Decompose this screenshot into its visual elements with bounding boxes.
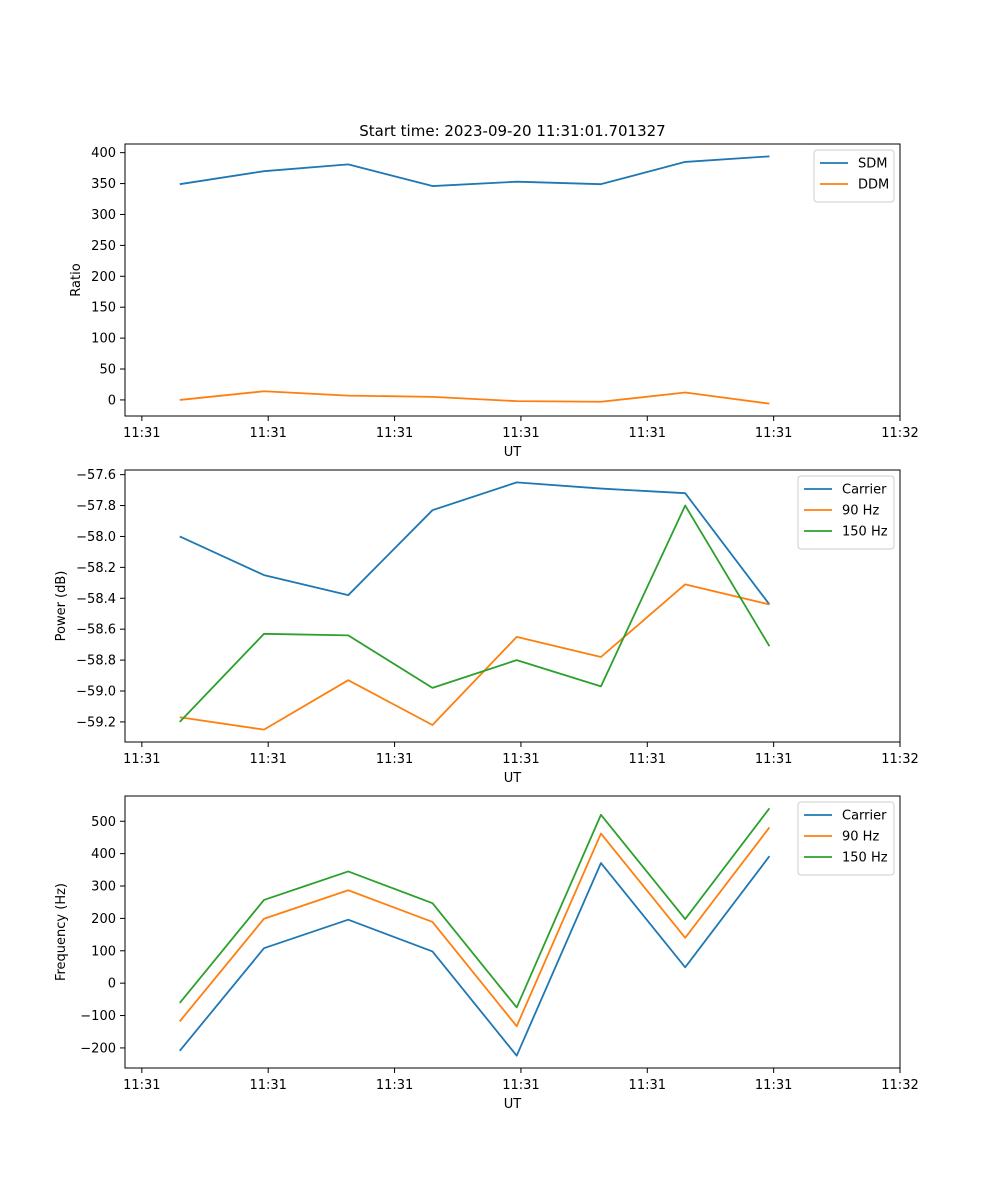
ratio-y-tick-label: 400 — [91, 146, 116, 161]
frequency-x-tick-label: 11:31 — [502, 1078, 539, 1093]
power-legend: Carrier 90 Hz 150 Hz — [797, 475, 895, 550]
ratio-x-tick-label: 11:31 — [502, 426, 539, 441]
power-series-carrier — [179, 481, 771, 605]
frequency-x-tick-label: 11:32 — [881, 1078, 918, 1093]
frequency-x-tick-label: 11:31 — [755, 1078, 792, 1093]
power-y-tick-label: −58.2 — [76, 561, 116, 576]
frequency-x-tick-label: 11:31 — [629, 1078, 666, 1093]
power-axes-frame — [124, 469, 901, 743]
power-x-tick-label: 11:31 — [123, 752, 160, 767]
power-series-150-hz — [179, 504, 771, 723]
ratio-y-tick-label: 350 — [91, 177, 116, 192]
frequency-x-tick-label: 11:31 — [249, 1078, 286, 1093]
ratio-legend-label-ddm: DDM — [858, 178, 889, 193]
frequency-series-150-hz — [179, 807, 771, 1009]
frequency-legend-label-150-hz: 150 Hz — [842, 851, 888, 866]
frequency-y-tick-label: 300 — [91, 880, 116, 895]
frequency-y-tick-label: 400 — [91, 847, 116, 862]
ratio-x-axis-label: UT — [504, 445, 522, 460]
ratio-x-tick-label: 11:31 — [376, 426, 413, 441]
frequency-series-90-hz — [179, 826, 771, 1028]
power-x-tick-label: 11:31 — [755, 752, 792, 767]
power-series-90-hz — [179, 583, 770, 731]
frequency-y-tick-label: 100 — [91, 944, 116, 959]
frequency-y-axis-label: Frequency (Hz) — [54, 883, 69, 981]
frequency-x-tick-label: 11:31 — [376, 1078, 413, 1093]
power-x-tick-label: 11:31 — [249, 752, 286, 767]
frequency-y-tick-label: −200 — [80, 1041, 116, 1056]
frequency-legend-label-carrier: Carrier — [842, 809, 887, 824]
frequency-legend-label-90-hz: 90 Hz — [842, 830, 879, 845]
frequency-axes-frame — [124, 795, 901, 1069]
power-y-tick-label: −57.8 — [76, 499, 116, 514]
frequency-legend: Carrier 90 Hz 150 Hz — [797, 801, 895, 876]
power-legend-label-150-hz: 150 Hz — [842, 525, 888, 540]
ratio-legend-label-sdm: SDM — [858, 157, 887, 172]
frequency-plot: 11:31 11:31 11:31 11:31 11:31 11:31 11:32 −200 −… — [54, 795, 919, 1112]
power-y-axis-label: Power (dB) — [54, 571, 69, 642]
power-y-tick-label: −58.4 — [76, 592, 116, 607]
ratio-axes-frame — [124, 143, 901, 417]
ratio-x-tick-label: 11:31 — [123, 426, 160, 441]
power-x-tick-label: 11:31 — [376, 752, 413, 767]
power-y-tick-label: −58.8 — [76, 654, 116, 669]
power-x-tick-label: 11:31 — [502, 752, 539, 767]
figure-title: Start time: 2023-09-20 11:31:01.701327 — [359, 122, 665, 140]
ratio-y-axis-label: Ratio — [69, 263, 84, 296]
power-legend-label-carrier: Carrier — [842, 483, 887, 498]
ratio-y-tick-label: 250 — [91, 239, 116, 254]
power-y-tick-label: −59.0 — [76, 685, 116, 700]
ratio-y-tick-label: 0 — [108, 393, 116, 408]
ratio-y-tick-label: 50 — [99, 363, 116, 378]
power-plot: 11:31 11:31 11:31 11:31 11:31 11:31 11:32 −59.2… — [54, 468, 919, 786]
ratio-x-tick-label: 11:32 — [881, 426, 918, 441]
frequency-y-tick-label: 0 — [108, 977, 116, 992]
power-x-tick-label: 11:32 — [881, 752, 918, 767]
ratio-y-tick-label: 150 — [91, 301, 116, 316]
power-x-tick-label: 11:31 — [629, 752, 666, 767]
frequency-y-tick-label: −100 — [80, 1009, 116, 1024]
ratio-x-tick-label: 11:31 — [755, 426, 792, 441]
ratio-plot: 11:31 11:31 11:31 11:31 11:31 11:31 11:32 0 50 10… — [69, 143, 919, 460]
frequency-y-tick-label: 200 — [91, 912, 116, 927]
ratio-x-tick-label: 11:31 — [249, 426, 286, 441]
power-legend-label-90-hz: 90 Hz — [842, 504, 879, 519]
ratio-series-sdm — [179, 155, 770, 187]
ratio-legend: SDM DDM — [813, 149, 895, 203]
power-y-tick-label: −58.6 — [76, 623, 116, 638]
power-x-axis-label: UT — [504, 771, 522, 786]
frequency-x-tick-label: 11:31 — [123, 1078, 160, 1093]
power-y-tick-label: −59.2 — [76, 715, 116, 730]
ratio-y-tick-label: 200 — [91, 270, 116, 285]
power-y-tick-label: −57.6 — [76, 468, 116, 483]
ratio-y-tick-label: 100 — [91, 332, 116, 347]
ratio-series-ddm — [179, 390, 770, 405]
frequency-y-tick-label: 500 — [91, 815, 116, 830]
frequency-series-carrier — [179, 855, 771, 1057]
power-y-tick-label: −58.0 — [76, 530, 116, 545]
ratio-y-tick-label: 300 — [91, 208, 116, 223]
ratio-x-tick-label: 11:31 — [629, 426, 666, 441]
frequency-x-axis-label: UT — [504, 1097, 522, 1112]
